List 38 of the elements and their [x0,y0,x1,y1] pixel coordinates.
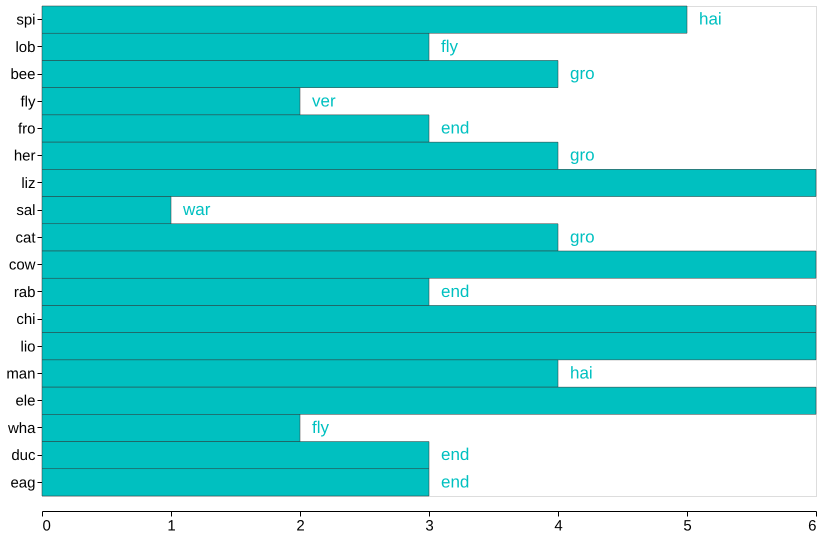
y-tick-label: eag [10,474,36,492]
x-tick-label: 5 [683,518,692,534]
y-tick-label: ele [15,392,36,410]
x-tick-label: 6 [808,518,816,534]
annotation: war [182,200,211,220]
y-tick-label: cow [8,256,36,274]
annotation: gro [570,146,595,165]
y-tick-label: liz [21,174,36,192]
y-tick-label: lio [20,338,36,356]
y-tick-label: spi [16,12,36,29]
annotation: fly [312,418,330,437]
y-tick-label: sal [16,202,36,220]
annotation: end [441,472,470,492]
y-tick-label: her [14,148,36,165]
annotation: hai [570,364,593,382]
y-tick-label: wha [6,420,36,437]
annotation: ver [312,91,336,110]
x-tick-label: 1 [167,518,176,534]
y-tick-label: fly [20,93,36,110]
x-tick-label: 2 [296,518,305,534]
y-tick-label: man [6,366,36,382]
x-tick-label: 0 [42,518,51,534]
annotation: fly [441,36,458,56]
y-tick-label: bee [10,66,36,84]
y-tick-label: cat [15,229,36,246]
annotation: gro [570,227,595,246]
y-tick-label: lob [15,38,36,56]
annotation: end [441,282,470,301]
annotation: end [441,445,470,464]
y-tick-label: duc [11,447,36,464]
y-tick-label: fro [18,120,36,138]
x-tick-label: 4 [554,518,563,534]
annotation: end [441,118,470,138]
x-tick-label: 3 [425,518,434,534]
y-tick-label: rab [14,284,36,301]
annotation: gro [570,64,595,84]
y-tick-label: chi [16,311,36,328]
annotation: hai [699,10,722,29]
